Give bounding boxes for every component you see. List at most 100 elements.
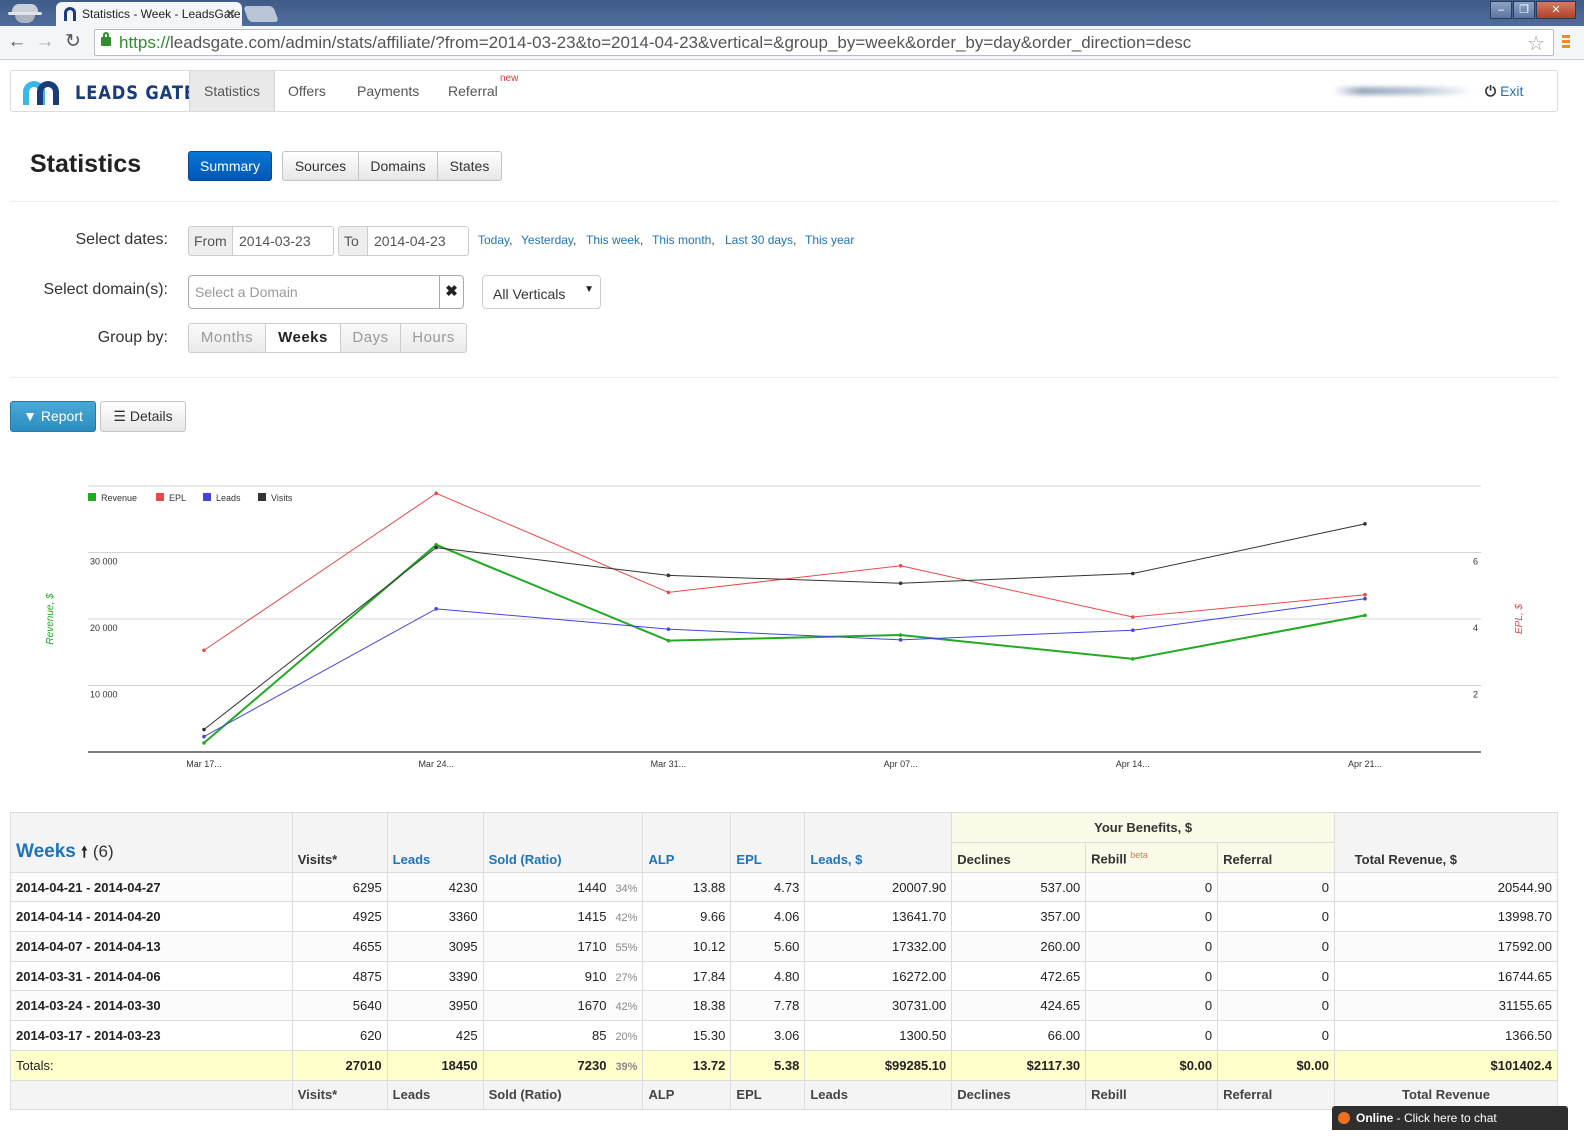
sold-count: 1710 xyxy=(577,938,607,954)
cell-epl: 3.06 xyxy=(730,1020,806,1051)
group-weeks[interactable]: Weeks xyxy=(265,323,341,353)
cell-leads: 3390 xyxy=(386,960,484,992)
header-declines: Declines xyxy=(951,842,1087,873)
nav-offers[interactable]: Offers xyxy=(288,83,326,99)
tab-states[interactable]: States xyxy=(437,151,502,181)
minimize-icon[interactable]: – xyxy=(1490,1,1512,19)
footer-row: Visits* Leads Sold (Ratio) ALP EPL Leads Decli… xyxy=(10,1079,1559,1111)
domain-select[interactable]: Select a Domain ✖ xyxy=(188,275,464,309)
window-close-icon[interactable]: ✕ xyxy=(1536,1,1576,19)
cell-referral: 0 xyxy=(1217,931,1335,962)
header-alp[interactable]: ALP xyxy=(642,812,732,873)
data-point-leads xyxy=(666,627,671,631)
browser-toolbar: ← → ↻ https://leadsgate.com/admin/stats/… xyxy=(0,26,1584,60)
group-days[interactable]: Days xyxy=(340,323,401,353)
sold-count: 7230 xyxy=(577,1057,607,1073)
new-tab-button[interactable] xyxy=(243,6,279,22)
footer-total-revenue: Total Revenue xyxy=(1333,1079,1559,1111)
header-benefits: Your Benefits, $ xyxy=(951,812,1335,843)
tab-close-icon[interactable]: ✕ xyxy=(225,6,236,21)
browser-menu-icon[interactable] xyxy=(1562,35,1570,51)
browser-tab[interactable]: Statistics - Week - LeadsGate ✕ xyxy=(56,2,242,26)
tab-title: Statistics - Week - LeadsGate xyxy=(82,7,241,21)
cell-leads-usd: 13641.70 xyxy=(804,901,953,933)
address-bar[interactable]: https://leadsgate.com/admin/stats/affili… xyxy=(94,29,1554,56)
from-date-input[interactable]: 2014-03-23 xyxy=(232,226,334,256)
header-rebill: Rebill beta xyxy=(1085,842,1219,873)
verticals-select[interactable]: All Verticals ▼ xyxy=(482,275,601,309)
cell-alp: 9.66 xyxy=(642,901,732,933)
data-point-visits xyxy=(1131,571,1135,576)
cell-total-revenue: 17592.00 xyxy=(1333,931,1559,962)
header-weeks[interactable]: Weeks 🠕 (6) xyxy=(10,812,293,873)
quick-today[interactable]: Today, xyxy=(478,233,513,247)
header-leads-usd[interactable]: Leads, $ xyxy=(804,812,953,873)
domain-placeholder: Select a Domain xyxy=(195,284,298,300)
tab-sources[interactable]: Sources xyxy=(282,151,359,181)
footer-epl: EPL xyxy=(730,1079,806,1111)
header-sold[interactable]: Sold (Ratio) xyxy=(482,812,644,873)
quick-last-30-days[interactable]: Last 30 days, xyxy=(725,233,797,247)
details-button[interactable]: ☰ Details xyxy=(100,401,186,432)
lock-icon xyxy=(101,32,111,46)
cell-referral: $0.00 xyxy=(1217,1049,1335,1081)
header-epl[interactable]: EPL xyxy=(730,812,806,873)
group-hours[interactable]: Hours xyxy=(400,323,467,353)
clear-domain-icon[interactable]: ✖ xyxy=(439,276,463,308)
sold-count: 85 xyxy=(592,1027,607,1043)
data-point-epl xyxy=(202,648,206,653)
nav-referral[interactable]: Referral xyxy=(448,83,498,99)
y-tick-right: 2 xyxy=(1473,690,1478,700)
bookmark-star-icon[interactable]: ☆ xyxy=(1527,33,1545,55)
nav-payments[interactable]: Payments xyxy=(357,83,420,99)
footer-alp: ALP xyxy=(642,1079,732,1111)
cell-epl: 4.73 xyxy=(730,871,806,903)
cell-total-revenue: 20544.90 xyxy=(1333,871,1559,903)
table-row: 2014-04-14 - 2014-04-20 4925 3360 1415 42% 9.… xyxy=(10,901,1559,933)
divider xyxy=(10,201,1558,202)
group-months[interactable]: Months xyxy=(188,323,266,353)
cell-visits: 620 xyxy=(291,1020,388,1051)
data-point-epl xyxy=(434,491,439,496)
cell-leads: 3950 xyxy=(386,990,484,1022)
legend-swatch-leads xyxy=(203,493,211,501)
cell-visits: 5640 xyxy=(291,990,388,1022)
cell-week: Totals: xyxy=(10,1049,293,1081)
to-date-input[interactable]: 2014-04-23 xyxy=(367,226,469,256)
report-button[interactable]: ▼ Report xyxy=(10,401,96,432)
footer-declines: Declines xyxy=(951,1079,1087,1111)
cell-rebill: 0 xyxy=(1085,871,1219,903)
table-row: 2014-04-07 - 2014-04-13 4655 3095 1710 55% 10… xyxy=(10,931,1559,962)
nav-statistics[interactable]: Statistics xyxy=(189,71,276,111)
cell-alp: 15.30 xyxy=(642,1020,732,1051)
sold-ratio: 20% xyxy=(615,1030,638,1043)
cell-leads-usd: 17332.00 xyxy=(804,931,953,962)
back-icon[interactable]: ← xyxy=(7,31,27,52)
quick-this-month[interactable]: This month, xyxy=(652,233,715,247)
totals-row: Totals: 27010 18450 7230 39% 13.72 5.38 $99285.… xyxy=(10,1049,1559,1081)
quick-yesterday[interactable]: Yesterday, xyxy=(521,233,577,247)
y-tick-right: 6 xyxy=(1473,557,1478,567)
domain-label: Select domain(s): xyxy=(43,281,169,298)
cell-leads: 18450 xyxy=(386,1049,484,1081)
header-leads[interactable]: Leads xyxy=(386,812,484,873)
sold-count: 1440 xyxy=(577,879,607,895)
quick-this-year[interactable]: This year xyxy=(805,233,855,247)
cell-leads-usd: 20007.90 xyxy=(804,871,953,903)
tab-summary[interactable]: Summary xyxy=(188,151,272,181)
data-point-epl xyxy=(1363,592,1367,597)
restore-icon[interactable]: ❐ xyxy=(1513,1,1535,19)
data-point-revenue xyxy=(202,741,206,745)
logo[interactable]: LEADS GATE xyxy=(23,79,195,107)
cell-week: 2014-04-21 - 2014-04-27 xyxy=(10,871,293,903)
cell-sold: 1440 34% xyxy=(482,871,644,903)
reload-icon[interactable]: ↻ xyxy=(65,31,81,52)
data-point-visits xyxy=(434,545,439,550)
tab-domains[interactable]: Domains xyxy=(358,151,438,181)
cell-epl: 5.60 xyxy=(730,931,806,962)
exit-link[interactable]: ⏻ Exit xyxy=(1485,83,1524,99)
cell-declines: 424.65 xyxy=(951,990,1087,1022)
quick-this-week[interactable]: This week, xyxy=(586,233,644,247)
forward-icon[interactable]: → xyxy=(35,31,55,52)
chat-widget[interactable]: Online - Click here to chat xyxy=(1332,1106,1568,1130)
